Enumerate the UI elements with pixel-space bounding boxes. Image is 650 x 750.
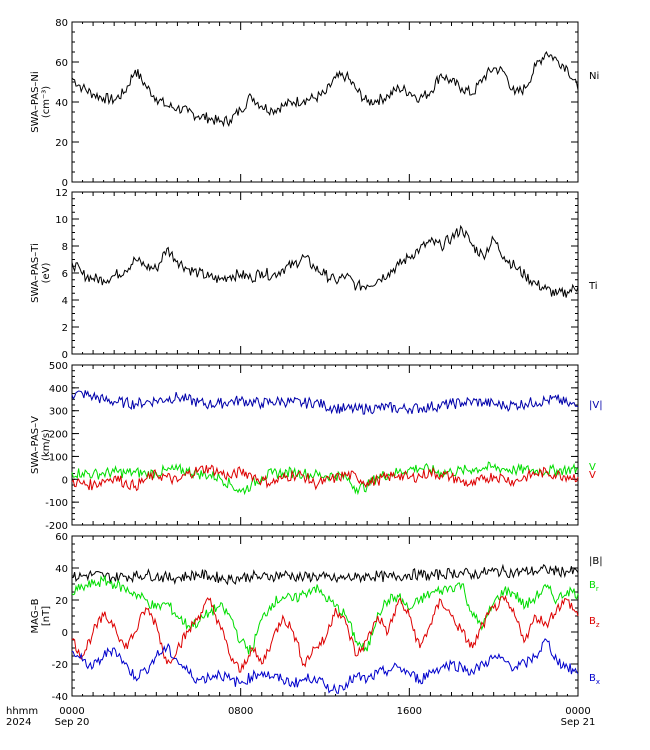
series-label-text: V (589, 470, 596, 481)
series-line-|B| (71, 563, 579, 586)
y-tick-label: 500 (49, 361, 68, 372)
series-label-Br: Br (589, 580, 599, 593)
x-tick-label-time: 0000 (59, 706, 84, 717)
y-axis-label: SWA–PAS–V (30, 416, 41, 474)
panel-frame (71, 21, 579, 183)
series-label-text: |V| (589, 400, 603, 411)
series-label-text: B (589, 673, 596, 684)
y-axis-label: SWA–PAS–Ti (30, 243, 41, 303)
series-line-Br (71, 575, 579, 655)
y-axis-label: MAG–B (30, 598, 41, 633)
panel-frame (71, 364, 579, 526)
y-axis-label: SWA–PAS–Ni (30, 71, 41, 132)
y-tick-label: 80 (55, 18, 68, 29)
series-label-text: B (589, 616, 596, 627)
series-line-Bz (71, 594, 579, 673)
x-tick-label-date: Sep 21 (561, 717, 596, 728)
series-line-Vx (71, 461, 579, 496)
y-tick-label: -200 (45, 521, 68, 532)
series-label-text: Ti (588, 281, 598, 292)
series-label-Bz: Bz (589, 616, 600, 629)
x-tick-label-time: 0800 (228, 706, 253, 717)
y-tick-label: -40 (52, 692, 68, 703)
y-tick-label: -20 (52, 660, 68, 671)
y-tick-label: 6 (62, 269, 68, 280)
series-label-text: B (589, 580, 596, 591)
x-axis-label-year: 2024 (6, 717, 31, 728)
y-axis-label: (eV) (41, 263, 52, 284)
y-tick-label: 0 (62, 628, 68, 639)
y-tick-label: 0 (62, 475, 68, 486)
series-label-subscript: z (596, 621, 600, 629)
y-tick-label: 2 (62, 323, 68, 334)
y-tick-label: 60 (55, 58, 68, 69)
x-tick-label-time: 1600 (397, 706, 422, 717)
y-axis-label: [nT] (41, 606, 52, 626)
series-label-text: |B| (589, 556, 603, 567)
y-axis-label: (cm⁻³) (41, 86, 52, 118)
series-line-Bx (71, 638, 579, 695)
y-tick-label: 8 (62, 242, 68, 253)
series-label-subscript: x (596, 678, 600, 686)
x-axis-label-hhmm: hhmm (6, 706, 38, 717)
series-label-|V|: |V| (589, 400, 603, 411)
series-label-subscript: r (596, 585, 599, 593)
series-label-text: Ni (589, 71, 599, 82)
y-tick-label: 20 (55, 596, 68, 607)
y-tick-label: 4 (62, 296, 68, 307)
series-label-Ni: Ni (589, 71, 599, 82)
x-tick-label-date: Sep 20 (55, 717, 90, 728)
series-line-|V| (71, 390, 579, 415)
y-tick-label: 40 (55, 98, 68, 109)
series-label-Vx: V (589, 462, 596, 473)
series-label-Vz: V (589, 470, 596, 481)
series-label-|B|: |B| (589, 556, 603, 567)
y-tick-label: 400 (49, 384, 68, 395)
series-label-Bx: Bx (589, 673, 600, 686)
panel-frame (71, 535, 579, 697)
y-tick-label: 300 (49, 407, 68, 418)
y-axis-label: (km/s) (41, 429, 52, 461)
y-tick-label: 12 (55, 188, 68, 199)
series-line-Vz (71, 464, 579, 492)
series-label-text: V (589, 462, 596, 473)
y-tick-label: 100 (49, 452, 68, 463)
y-tick-label: 200 (49, 430, 68, 441)
series-label-Ti: Ti (588, 281, 598, 292)
y-tick-label: 20 (55, 138, 68, 149)
y-tick-label: 10 (55, 215, 68, 226)
y-tick-label: 0 (62, 178, 68, 189)
y-tick-label: -100 (45, 498, 68, 509)
x-tick-label-time: 0000 (565, 706, 590, 717)
y-tick-label: 60 (55, 532, 68, 543)
y-tick-label: 40 (55, 564, 68, 575)
series-line-Ti (71, 224, 579, 298)
series-line-Ni (71, 50, 579, 128)
y-tick-label: 0 (62, 350, 68, 361)
